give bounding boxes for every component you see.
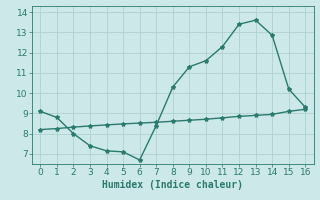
X-axis label: Humidex (Indice chaleur): Humidex (Indice chaleur) xyxy=(102,180,243,190)
